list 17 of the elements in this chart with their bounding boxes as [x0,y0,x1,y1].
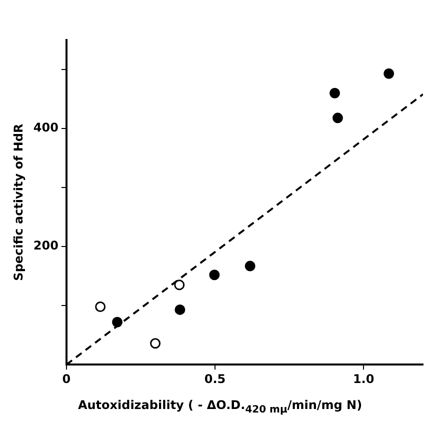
point [174,280,185,290]
point [174,304,186,315]
point [112,316,123,328]
point [384,68,394,79]
x-tick-label: 1.0 [352,372,374,386]
point [95,302,106,312]
point [244,260,256,272]
y-tick-label: 400 [33,120,58,135]
point [150,338,161,349]
y-axis-title: Specific activity of HdR [11,124,26,281]
point [209,270,220,280]
point [330,88,340,98]
point [332,112,343,124]
x-tick-label: 0 [62,372,71,386]
y-tick-label: 200 [33,238,58,253]
x-tick-label: 0.5 [204,372,226,386]
x-axis-title: Autoxidizability ( - ΔO.D.$_{420 mμ}$/min/mg N) [76,398,364,416]
